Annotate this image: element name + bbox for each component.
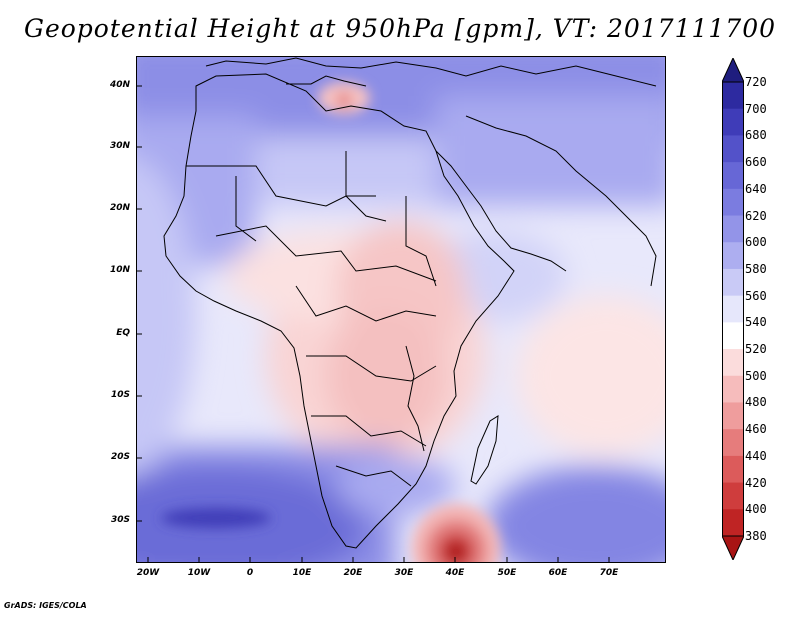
colorbar-label: 400 — [745, 502, 767, 517]
colorbar-swatch — [722, 188, 744, 217]
colorbar-label: 600 — [745, 235, 767, 250]
lat-label: EQ — [116, 328, 130, 338]
colorbar-label: 720 — [745, 75, 767, 89]
colorbar-label: 420 — [745, 475, 767, 490]
lat-label: 30N — [109, 141, 130, 151]
colorbar-label: 580 — [745, 261, 767, 276]
colorbar-swatch — [722, 429, 744, 457]
colorbar-label: 660 — [745, 155, 767, 170]
map-panel — [136, 56, 666, 563]
colorbar-swatch — [722, 162, 744, 190]
colorbar-label: 380 — [745, 529, 767, 543]
lat-label: 10N — [109, 265, 130, 275]
lon-label: 30E — [394, 568, 414, 578]
lon-label: 20E — [343, 568, 363, 578]
colorbar — [722, 58, 744, 560]
colorbar-label: 700 — [745, 101, 767, 116]
colorbar-swatch — [722, 82, 744, 110]
colorbar-swatch — [722, 536, 744, 560]
colorbar-swatch — [722, 108, 744, 136]
colorbar-swatch — [722, 455, 744, 484]
lon-label: 0 — [246, 568, 254, 578]
lat-label: 10S — [110, 390, 130, 400]
colorbar-label: 440 — [745, 448, 767, 463]
axis-ticks — [136, 85, 610, 563]
colorbar-label: 540 — [745, 315, 767, 330]
lat-label: 20N — [109, 203, 130, 213]
colorbar-label: 480 — [745, 395, 767, 410]
colorbar-label: 520 — [745, 342, 767, 357]
colorbar-swatch — [722, 215, 744, 243]
lon-label: 20W — [136, 568, 160, 578]
lat-label: 20S — [110, 452, 130, 462]
colorbar-label: 560 — [745, 288, 767, 303]
lon-label: 60E — [548, 568, 568, 578]
map-border — [136, 56, 666, 563]
lat-label: 30S — [110, 515, 130, 525]
colorbar-swatch — [722, 402, 744, 430]
lon-label: 10W — [187, 568, 211, 578]
map-canvas — [136, 56, 666, 563]
colorbar-swatch — [722, 135, 744, 163]
coastline-layer — [163, 57, 657, 549]
colorbar-label: 460 — [745, 422, 767, 437]
colorbar-swatch — [722, 349, 744, 377]
colorbar-label: 680 — [745, 128, 767, 143]
colorbar-label: 620 — [745, 208, 767, 223]
colorbar-label: 500 — [745, 368, 767, 383]
credit-label: GrADS: IGES/COLA — [4, 601, 87, 610]
chart-title: Geopotential Height at 950hPa [gpm], VT:… — [23, 14, 777, 43]
colorbar-swatch — [722, 295, 744, 323]
colorbar-swatch — [722, 375, 744, 403]
colorbar-swatch — [722, 509, 744, 537]
lon-label: 40E — [445, 568, 465, 578]
colorbar-swatch — [722, 322, 744, 350]
colorbar-swatch — [722, 58, 744, 82]
height-field — [136, 56, 666, 563]
lon-label: 10E — [292, 568, 312, 578]
lon-label: 70E — [599, 568, 619, 578]
colorbar-label: 640 — [745, 181, 767, 196]
colorbar-swatch — [722, 482, 744, 510]
colorbar-swatch — [722, 268, 744, 297]
lon-label: 50E — [497, 568, 517, 578]
colorbar-swatch — [722, 242, 744, 270]
lat-label: 40N — [109, 80, 130, 90]
